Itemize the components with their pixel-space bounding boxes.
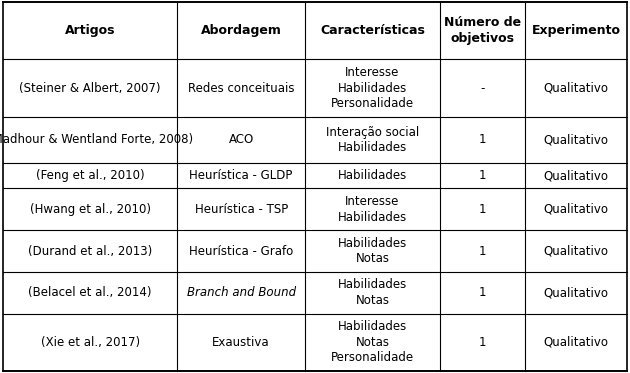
Text: Heurística - TSP: Heurística - TSP (195, 203, 288, 216)
Text: Interesse
Habilidades: Interesse Habilidades (338, 195, 407, 223)
Text: Exaustiva: Exaustiva (212, 336, 270, 349)
Text: (Xie et al., 2017): (Xie et al., 2017) (40, 336, 140, 349)
Text: Características: Características (320, 24, 425, 37)
Text: 1: 1 (479, 286, 486, 299)
Text: -: - (480, 82, 484, 95)
Text: ACO: ACO (229, 133, 254, 146)
Text: Artigos: Artigos (65, 24, 115, 37)
Text: Habilidades: Habilidades (338, 169, 407, 182)
Text: (Durand et al., 2013): (Durand et al., 2013) (28, 245, 152, 257)
Text: Qualitativo: Qualitativo (544, 245, 609, 257)
Text: 1: 1 (479, 133, 486, 146)
Text: Abordagem: Abordagem (201, 24, 282, 37)
Text: Habilidades
Notas
Personalidade: Habilidades Notas Personalidade (331, 320, 414, 364)
Text: (Belacel et al., 2014): (Belacel et al., 2014) (28, 286, 152, 299)
Text: Qualitativo: Qualitativo (544, 203, 609, 216)
Text: Redes conceituais: Redes conceituais (188, 82, 294, 95)
Text: 1: 1 (479, 169, 486, 182)
Text: Branch and Bound: Branch and Bound (186, 286, 295, 299)
Text: Qualitativo: Qualitativo (544, 169, 609, 182)
Text: Qualitativo: Qualitativo (544, 286, 609, 299)
Text: 1: 1 (479, 203, 486, 216)
Text: Heurística - Grafo: Heurística - Grafo (189, 245, 294, 257)
Text: Qualitativo: Qualitativo (544, 133, 609, 146)
Text: Habilidades
Notas: Habilidades Notas (338, 237, 407, 265)
Text: Heurística - GLDP: Heurística - GLDP (190, 169, 293, 182)
Text: (Hwang et al., 2010): (Hwang et al., 2010) (30, 203, 151, 216)
Text: Número de
objetivos: Número de objetivos (444, 16, 521, 45)
Text: Interação social
Habilidades: Interação social Habilidades (326, 126, 419, 154)
Text: Interesse
Habilidades
Personalidade: Interesse Habilidades Personalidade (331, 66, 414, 110)
Text: Habilidades
Notas: Habilidades Notas (338, 279, 407, 307)
Text: Experimento: Experimento (532, 24, 621, 37)
Text: (Madhour & Wentland Forte, 2008): (Madhour & Wentland Forte, 2008) (0, 133, 193, 146)
Text: Qualitativo: Qualitativo (544, 336, 609, 349)
Text: 1: 1 (479, 336, 486, 349)
Text: Qualitativo: Qualitativo (544, 82, 609, 95)
Text: (Feng et al., 2010): (Feng et al., 2010) (36, 169, 144, 182)
Text: (Steiner & Albert, 2007): (Steiner & Albert, 2007) (20, 82, 161, 95)
Text: 1: 1 (479, 245, 486, 257)
